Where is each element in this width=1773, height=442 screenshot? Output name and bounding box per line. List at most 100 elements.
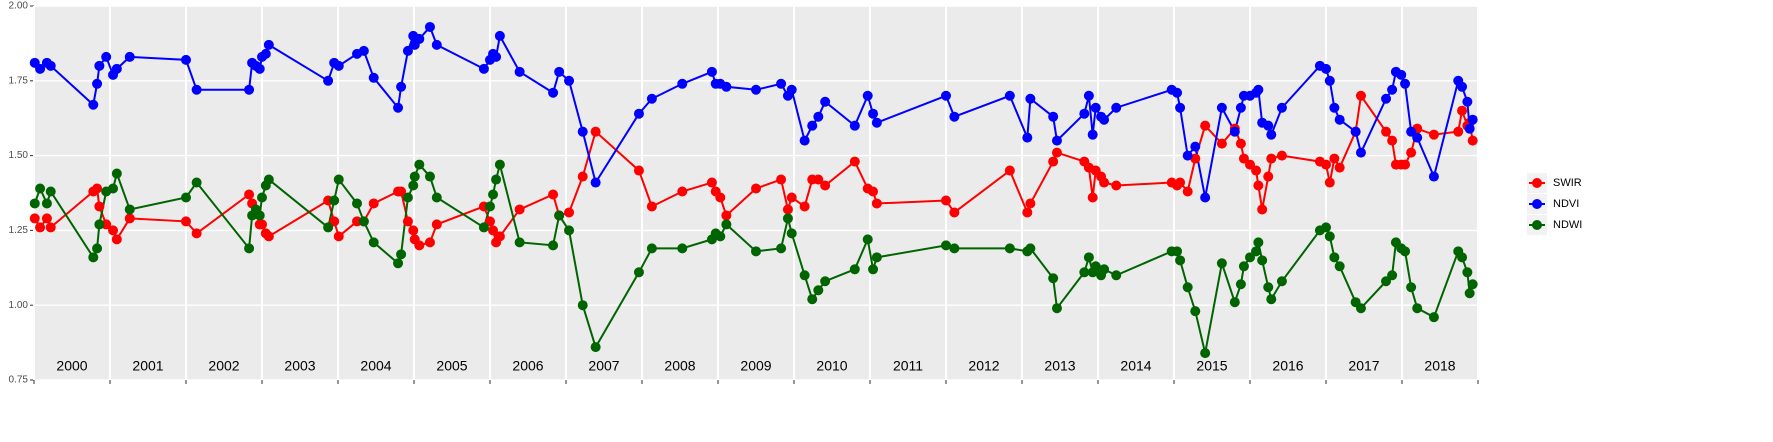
data-point — [1263, 282, 1274, 293]
data-point — [590, 126, 601, 137]
year-label: 2008 — [664, 358, 695, 374]
data-point — [1263, 171, 1274, 182]
legend-marker — [1532, 178, 1542, 188]
data-point — [1099, 264, 1110, 275]
data-point — [849, 156, 860, 167]
data-point — [949, 207, 960, 218]
data-point — [782, 204, 793, 215]
year-label: 2014 — [1120, 358, 1151, 374]
data-point — [260, 48, 271, 59]
data-point — [514, 66, 525, 77]
data-point — [862, 234, 873, 245]
data-point — [491, 51, 502, 62]
year-label: 2004 — [360, 358, 391, 374]
data-point — [799, 135, 810, 146]
data-point — [1022, 207, 1033, 218]
data-point — [485, 201, 495, 212]
data-point — [782, 213, 793, 224]
data-point — [94, 219, 105, 230]
data-point — [721, 210, 732, 221]
data-point — [1090, 102, 1101, 113]
data-point — [807, 120, 818, 131]
data-point — [577, 171, 588, 182]
data-point — [577, 300, 588, 311]
data-point — [1457, 105, 1468, 116]
data-point — [677, 78, 688, 89]
data-point — [92, 183, 103, 194]
data-point — [414, 240, 425, 251]
data-point — [1051, 135, 1062, 146]
data-point — [1387, 135, 1398, 146]
data-point — [414, 33, 425, 44]
data-point — [677, 243, 688, 254]
data-point — [1329, 102, 1340, 113]
data-point — [45, 60, 56, 71]
data-point — [329, 195, 340, 206]
data-point — [1083, 90, 1094, 101]
data-point — [94, 201, 105, 212]
data-point — [1257, 255, 1268, 266]
legend-marker — [1532, 220, 1542, 230]
data-point — [352, 198, 362, 209]
data-point — [1200, 120, 1211, 131]
data-point — [514, 204, 525, 215]
data-point — [92, 243, 103, 254]
data-point — [1428, 312, 1439, 323]
data-point — [1090, 261, 1101, 272]
data-point — [45, 222, 56, 233]
data-point — [402, 192, 413, 203]
data-point — [111, 234, 122, 245]
data-point — [488, 225, 499, 236]
data-point — [393, 258, 404, 269]
data-point — [191, 228, 202, 239]
y-tick-label: 2.00 — [9, 1, 29, 12]
data-point — [1406, 147, 1417, 158]
data-point — [257, 219, 267, 230]
data-point — [633, 108, 644, 119]
data-point — [1111, 102, 1122, 113]
data-point — [1182, 150, 1193, 161]
data-point — [1229, 126, 1240, 137]
data-point — [1051, 147, 1062, 158]
data-point — [393, 102, 404, 113]
year-label: 2017 — [1348, 358, 1379, 374]
data-point — [1355, 147, 1366, 158]
data-point — [402, 216, 413, 227]
year-label: 2001 — [132, 358, 163, 374]
data-point — [124, 204, 135, 215]
data-point — [1175, 255, 1186, 266]
data-point — [111, 168, 122, 179]
data-point — [871, 252, 882, 263]
data-point — [799, 270, 810, 281]
data-point — [554, 210, 565, 221]
data-point — [1406, 282, 1417, 293]
data-point — [1182, 282, 1193, 293]
data-point — [868, 264, 879, 275]
data-point — [1428, 171, 1439, 182]
data-point — [1190, 141, 1201, 152]
data-point — [1235, 138, 1246, 149]
data-point — [1190, 306, 1201, 317]
data-point — [1190, 153, 1201, 164]
data-point — [548, 87, 559, 98]
data-point — [124, 51, 135, 62]
data-point — [1276, 276, 1287, 287]
data-point — [191, 177, 202, 188]
data-point — [1051, 303, 1062, 314]
data-point — [402, 45, 413, 56]
year-label: 2009 — [740, 358, 771, 374]
data-point — [1467, 114, 1478, 125]
data-point — [776, 78, 787, 89]
y-tick-label: 1.50 — [9, 150, 29, 161]
data-point — [646, 243, 657, 254]
data-point — [494, 159, 505, 170]
data-point — [1266, 129, 1277, 140]
data-point — [1334, 261, 1345, 272]
data-point — [1099, 114, 1110, 125]
data-point — [1216, 138, 1227, 149]
data-point — [1229, 297, 1240, 308]
data-point — [1321, 159, 1331, 170]
data-point — [1387, 84, 1398, 95]
data-point — [1238, 261, 1249, 272]
